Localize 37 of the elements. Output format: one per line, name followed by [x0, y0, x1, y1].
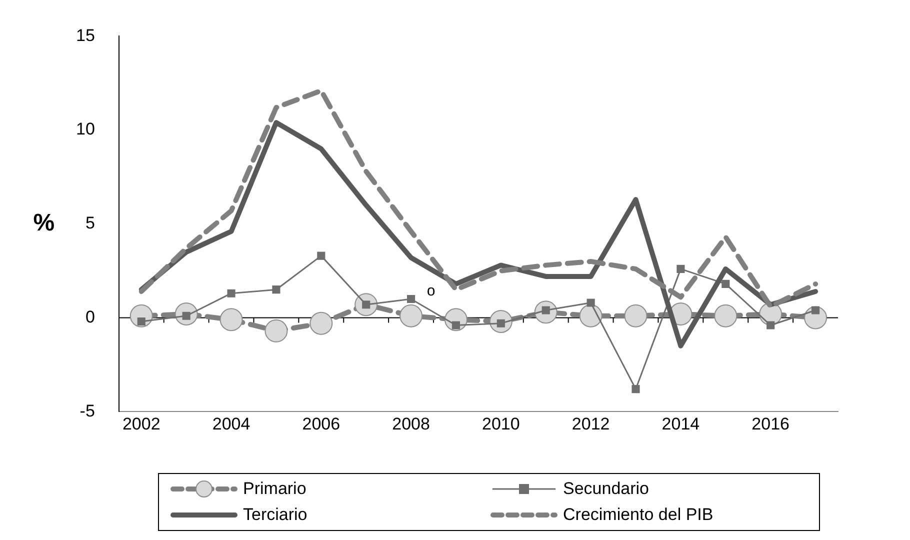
annotation: o: [426, 282, 436, 300]
x-tick-label: 2004: [212, 414, 250, 434]
point: [452, 321, 460, 330]
point: [227, 289, 236, 298]
y-axis-title: %: [33, 210, 55, 237]
point: [400, 304, 423, 328]
x-tick-label: 2012: [572, 414, 610, 434]
point: [632, 385, 640, 394]
x-tick-label: 2016: [752, 414, 790, 434]
point: [714, 304, 738, 328]
legend-label: Primario: [243, 479, 306, 499]
x-tick-label: 2002: [122, 414, 160, 434]
point: [137, 317, 146, 326]
x-tick-label: 2006: [302, 414, 340, 434]
point: [586, 298, 595, 307]
point: [722, 280, 730, 288]
point: [310, 312, 333, 335]
point: [317, 252, 326, 260]
legend-label: Secundario: [563, 479, 650, 499]
point: [766, 321, 775, 330]
point: [624, 304, 648, 328]
legend-label: Crecimiento del PIB: [563, 505, 714, 525]
point: [272, 286, 280, 294]
y-tick-label: 5: [85, 214, 95, 233]
legend-label: Terciario: [243, 505, 308, 525]
x-tick-label: 2014: [662, 414, 700, 434]
y-tick-label: -5: [80, 401, 95, 420]
point: [220, 308, 243, 332]
point: [264, 319, 288, 342]
y-tick-label: 10: [76, 120, 95, 139]
x-tick-label: 2010: [482, 414, 520, 434]
point: [407, 294, 416, 304]
x-tick-label: 2008: [392, 414, 430, 434]
point: [676, 264, 685, 273]
y-tick-label: 15: [76, 26, 95, 45]
point: [811, 306, 820, 314]
y-tick-label: 0: [85, 307, 95, 326]
